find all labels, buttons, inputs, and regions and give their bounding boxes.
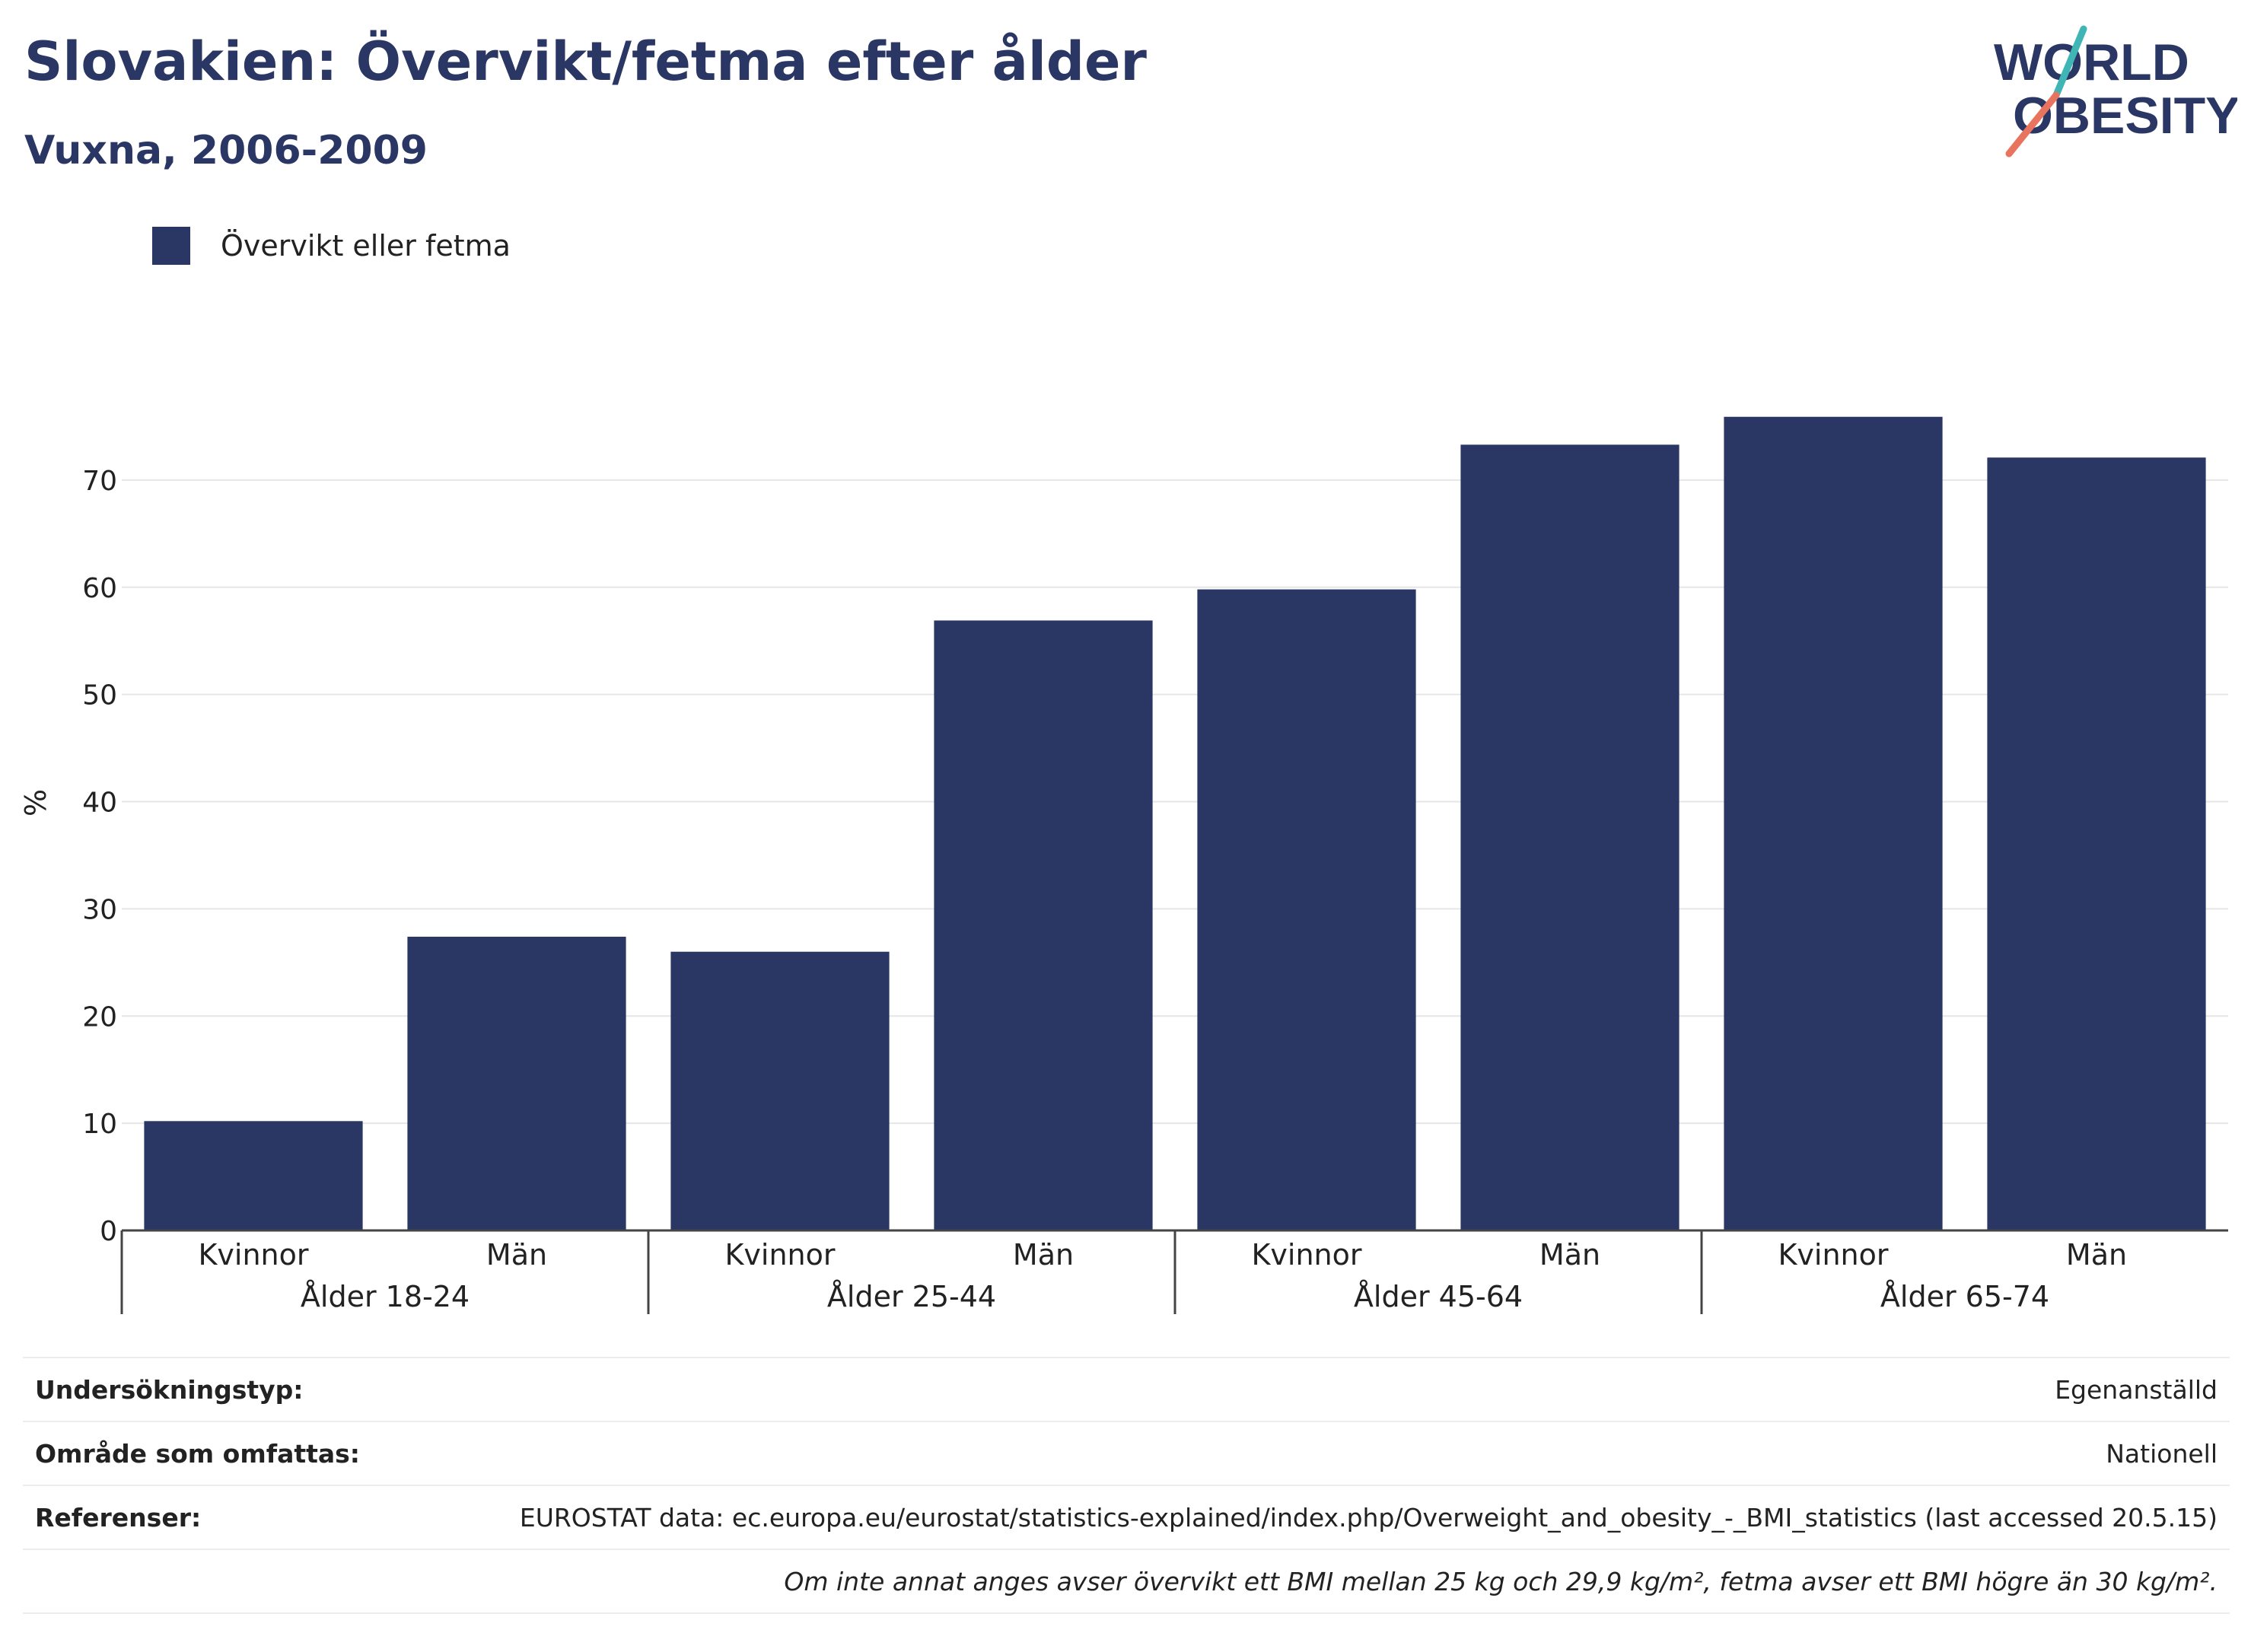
y-tick-label: 20 (82, 1001, 117, 1033)
survey-type-label: Undersökningstyp: (35, 1374, 304, 1405)
bars (144, 416, 2206, 1230)
x-tick-label: Kvinnor (198, 1238, 308, 1272)
group-label: Ålder 65-74 (1880, 1280, 2049, 1313)
world-obesity-logo: WORLD OBESITY (1994, 25, 2237, 158)
references-value[interactable]: EUROSTAT data: ec.europa.eu/eurostat/sta… (519, 1502, 2218, 1533)
x-tick-label: Kvinnor (724, 1238, 835, 1272)
group-label: Ålder 18-24 (301, 1280, 470, 1313)
chart-subtitle: Vuxna, 2006-2009 (24, 128, 428, 173)
legend[interactable]: Övervikt eller fetma (152, 224, 511, 267)
y-tick-labels: 0 10 20 30 40 50 60 70 (82, 466, 117, 1247)
y-tick-label: 0 (100, 1216, 117, 1247)
bar[interactable] (144, 1121, 363, 1230)
group-label: Ålder 25-44 (827, 1280, 996, 1313)
bar[interactable] (1197, 589, 1416, 1230)
bar[interactable] (1460, 444, 1679, 1230)
info-row-note: Om inte annat anges avser övervikt ett B… (23, 1549, 2230, 1614)
x-tick-label: Män (1013, 1238, 1074, 1272)
logo-line1: WORLD (1994, 33, 2189, 91)
legend-swatch (152, 227, 190, 265)
y-tick-label: 40 (82, 788, 117, 819)
y-tick-label: 30 (82, 894, 117, 925)
area-label: Område som omfattas: (35, 1438, 361, 1469)
info-row-area: Område som omfattas: Nationell (23, 1421, 2230, 1485)
x-tick-label: Män (1539, 1238, 1600, 1272)
bar[interactable] (670, 951, 890, 1230)
y-tick-label: 10 (82, 1109, 117, 1140)
y-tick-label: 50 (82, 680, 117, 711)
y-tick-label: 60 (82, 573, 117, 604)
chart-title: Slovakien: Övervikt/fetma efter ålder (24, 30, 1147, 93)
logo-teal-stroke (2052, 25, 2087, 99)
bar[interactable] (1987, 457, 2206, 1230)
x-tick-label: Kvinnor (1778, 1238, 1888, 1272)
bar[interactable] (407, 937, 626, 1230)
bar[interactable] (1724, 416, 1943, 1230)
bmi-note: Om inte annat anges avser övervikt ett B… (784, 1566, 2218, 1596)
info-row-survey-type: Undersökningstyp: Egenanställd (23, 1357, 2230, 1421)
x-tick-label: Män (2066, 1238, 2127, 1272)
x-tick-label: Män (486, 1238, 547, 1272)
info-row-references: Referenser: EUROSTAT data: ec.europa.eu/… (23, 1485, 2230, 1549)
survey-type-value: Egenanställd (2055, 1374, 2218, 1405)
bar[interactable] (934, 620, 1153, 1230)
y-axis-label: % (19, 789, 53, 816)
legend-label: Övervikt eller fetma (221, 229, 511, 263)
logo-coral-stroke (2005, 91, 2060, 158)
references-label: Referenser: (35, 1502, 202, 1533)
group-label: Ålder 45-64 (1354, 1280, 1523, 1313)
y-tick-label: 70 (82, 466, 117, 497)
logo-line2: OBESITY (2013, 87, 2237, 145)
area-value: Nationell (2106, 1438, 2218, 1469)
x-tick-label: Kvinnor (1251, 1238, 1361, 1272)
info-table: Undersökningstyp: Egenanställd Område so… (23, 1357, 2230, 1614)
x-axis: Kvinnor Män Ålder 18-24 Kvinnor Män Ålder 25-… (120, 1229, 2228, 1314)
